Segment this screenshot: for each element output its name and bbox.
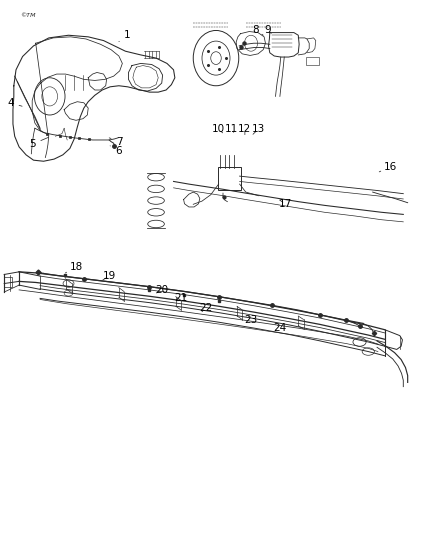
Text: 22: 22 bbox=[198, 303, 212, 313]
Text: 20: 20 bbox=[155, 286, 168, 295]
Text: 4: 4 bbox=[7, 98, 22, 108]
Text: 13: 13 bbox=[251, 124, 264, 134]
Text: 19: 19 bbox=[102, 271, 116, 281]
Text: ©TM: ©TM bbox=[20, 13, 36, 18]
Text: 17: 17 bbox=[278, 199, 291, 209]
Text: 1: 1 bbox=[119, 30, 131, 42]
Text: 9: 9 bbox=[264, 25, 271, 35]
Text: 21: 21 bbox=[174, 293, 187, 303]
Text: 8: 8 bbox=[252, 25, 263, 35]
Text: 24: 24 bbox=[272, 322, 286, 333]
Text: 23: 23 bbox=[244, 314, 257, 325]
Text: 12: 12 bbox=[238, 124, 251, 135]
Text: 6: 6 bbox=[110, 146, 122, 156]
Text: 7: 7 bbox=[109, 136, 123, 147]
Text: 16: 16 bbox=[378, 161, 396, 172]
Text: 10: 10 bbox=[212, 124, 225, 134]
Text: 5: 5 bbox=[29, 138, 48, 149]
Text: 11: 11 bbox=[225, 124, 238, 134]
Text: 18: 18 bbox=[65, 262, 82, 273]
